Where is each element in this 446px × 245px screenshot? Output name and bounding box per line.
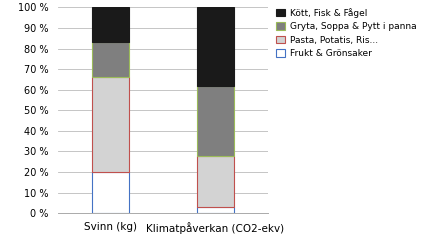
Legend: Kött, Fisk & Fågel, Gryta, Soppa & Pytt i panna, Pasta, Potatis, Ris..., Frukt &: Kött, Fisk & Fågel, Gryta, Soppa & Pytt … <box>277 8 417 58</box>
Bar <box>197 86 234 156</box>
Bar <box>92 172 129 213</box>
Bar <box>92 42 129 77</box>
Bar <box>92 7 129 42</box>
Bar <box>92 77 129 172</box>
Bar <box>197 7 234 86</box>
Bar <box>197 207 234 213</box>
Bar <box>197 156 234 207</box>
